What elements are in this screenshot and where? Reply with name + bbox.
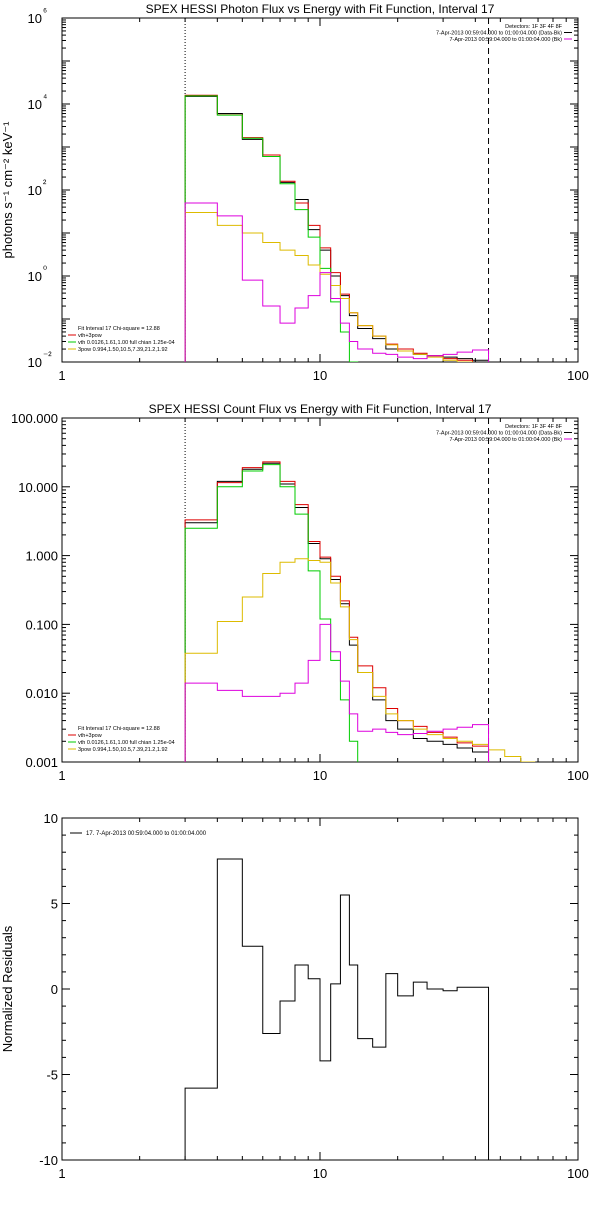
y-tick-label: 0.010 xyxy=(25,686,58,701)
header-text: Detectors: 1F 3F 4F 8F xyxy=(505,24,562,30)
series-3-line xyxy=(184,95,359,362)
y-tick-exponent: ⁰ xyxy=(43,265,47,276)
y-tick-label: 1.000 xyxy=(25,549,58,564)
chart-title: SPEX HESSI Count Flux vs Energy with Fit… xyxy=(149,402,492,416)
panel-1: SPEX HESSI Photon Flux vs Energy with Fi… xyxy=(0,2,589,383)
x-tick-label: 100 xyxy=(567,368,589,383)
series-4-line xyxy=(184,558,536,762)
y-tick-label: 10 xyxy=(28,11,42,26)
chart-title: SPEX HESSI Photon Flux vs Energy with Fi… xyxy=(146,2,495,16)
y-tick-exponent: ⁴ xyxy=(43,93,47,104)
series-3-line xyxy=(184,464,359,762)
series-group xyxy=(184,858,490,1160)
series-5-line xyxy=(184,623,490,762)
series-4-line xyxy=(184,211,473,362)
plot-frame xyxy=(61,17,579,363)
legend-text: vth 0.0126,1.61,1.00 full chian 1.25e-04 xyxy=(78,740,175,746)
legend-text: Fit Interval 17 Chi-square = 12.88 xyxy=(78,726,160,732)
series-group xyxy=(184,94,490,362)
y-tick-label: -10 xyxy=(39,1153,58,1168)
y-tick-label: 10 xyxy=(28,97,42,112)
x-tick-label: 1 xyxy=(58,368,65,383)
header-text: 7-Apr-2013 00:59:04.000 to 01:00:04.000 … xyxy=(449,437,562,443)
y-tick-label: 0.100 xyxy=(25,617,58,632)
y-tick-label: 0 xyxy=(51,982,58,997)
legend-text: 17. 7-Apr-2013 00:59:04.000 to 01:00:04.… xyxy=(86,831,207,837)
y-tick-exponent: ⁶ xyxy=(43,7,47,18)
y-tick-exponent: ² xyxy=(43,179,47,190)
header-text: 7-Apr-2013 00:59:04.000 to 01:00:04.000 … xyxy=(436,31,562,37)
y-tick-label: 10 xyxy=(44,811,58,826)
y-tick-exponent: ⁻² xyxy=(43,351,52,362)
y-tick-label: -5 xyxy=(46,1068,58,1083)
x-tick-label: 100 xyxy=(567,1166,589,1181)
legend-text: Fit Interval 17 Chi-square = 12.88 xyxy=(78,326,160,332)
legend-text: vth+3pow xyxy=(78,733,102,739)
series-1-line xyxy=(184,858,490,1160)
legend-text: 3pow 0.994,1.50,10.5,7.39,21.2,1.92 xyxy=(78,747,168,753)
x-tick-label: 10 xyxy=(313,768,327,783)
header-text: Detectors: 1F 3F 4F 8F xyxy=(505,424,562,430)
x-tick-label: 100 xyxy=(567,768,589,783)
panel-2: SPEX HESSI Count Flux vs Energy with Fit… xyxy=(11,402,589,783)
panel-3: 1 10 100 -10 -5 0 5 10 Normalized Residuals 17. 7… xyxy=(0,811,589,1181)
legend-text: vth+3pow xyxy=(78,333,102,339)
y-tick-label: 10.000 xyxy=(18,480,58,495)
header-text: 7-Apr-2013 00:59:04.000 to 01:00:04.000 … xyxy=(436,431,562,437)
x-tick-label: 10 xyxy=(313,1166,327,1181)
series-1-line xyxy=(184,462,490,762)
x-tick-label: 1 xyxy=(58,1166,65,1181)
x-tick-label: 1 xyxy=(58,768,65,783)
legend-text: 3pow 0.994,1.50,10.5,7.39,21.2,1.92 xyxy=(78,347,168,353)
y-tick-label: 100.000 xyxy=(11,411,58,426)
y-axis-label: Normalized Residuals xyxy=(0,925,15,1052)
y-tick-label: 10 xyxy=(28,355,42,370)
x-tick-label: 10 xyxy=(313,368,327,383)
series-2-line xyxy=(184,461,490,762)
header-text: 7-Apr-2013 00:59:04.000 to 01:00:04.000 … xyxy=(449,37,562,43)
y-axis-label: photons s⁻¹ cm⁻² keV⁻¹ xyxy=(0,121,15,259)
y-tick-label: 10 xyxy=(28,269,42,284)
y-tick-label: 0.001 xyxy=(25,755,58,770)
y-tick-label: 5 xyxy=(51,897,58,912)
series-5-line xyxy=(184,202,490,362)
series-group xyxy=(184,461,536,762)
legend-text: vth 0.0126,1.61,1.00 full chian 1.25e-04 xyxy=(78,340,175,346)
y-tick-label: 10 xyxy=(28,183,42,198)
